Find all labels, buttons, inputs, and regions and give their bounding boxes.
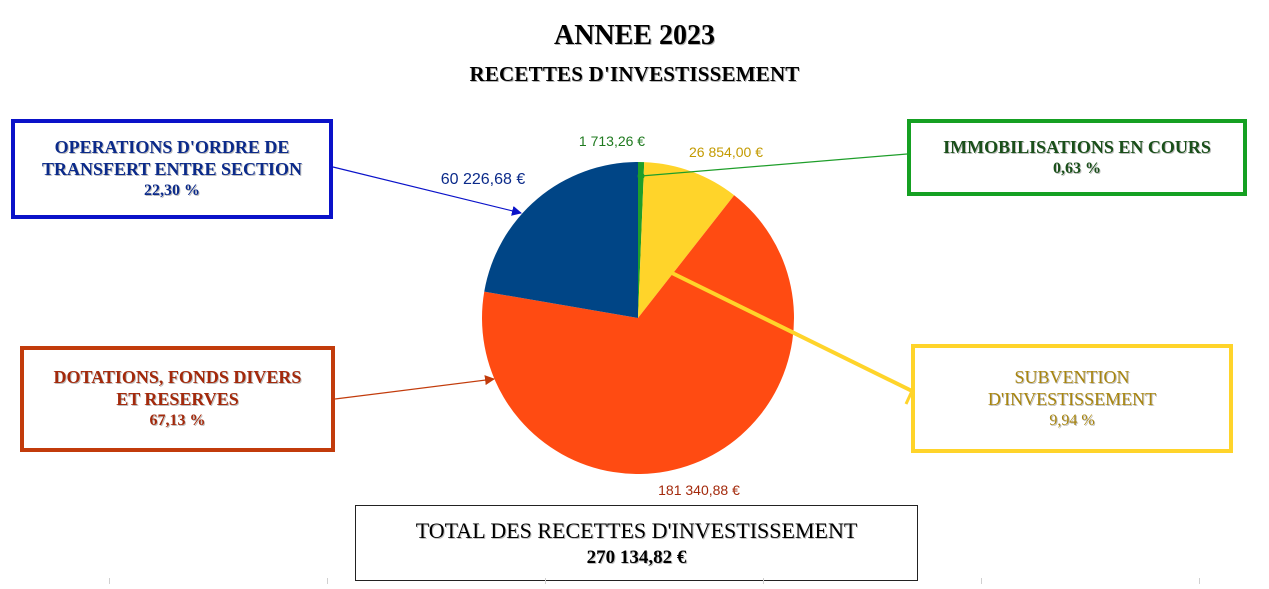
legend-box-dotations: DOTATIONS, FONDS DIVERS ET RESERVES 67,1… <box>20 346 335 452</box>
legend-box-ordre: OPERATIONS D'ORDRE DE TRANSFERT ENTRE SE… <box>11 119 333 219</box>
axis-tick <box>327 578 328 584</box>
leader-line-ordre <box>332 166 522 216</box>
total-value: 270 134,82 € <box>586 546 687 568</box>
pie-slice-ordre <box>484 162 638 318</box>
leader-dot-immo <box>637 172 645 180</box>
legend-label-ordre-line1: OPERATIONS D'ORDRE DE <box>54 137 290 157</box>
leader-line-immo <box>640 153 908 177</box>
leader-line-subvention <box>671 271 913 393</box>
legend-box-subvention: SUBVENTION D'INVESTISSEMENT 9,94 % <box>911 344 1233 453</box>
axis-tick <box>109 578 110 584</box>
data-label-immo: 1 713,26 € <box>579 133 645 149</box>
pie-slice-dotations <box>482 195 795 475</box>
pie-slice-immo <box>638 161 645 318</box>
legend-percent-subvention: 9,94 % <box>1049 411 1095 429</box>
legend-label-immo: IMMOBILISATIONS EN COURS <box>943 136 1211 157</box>
data-label-dotations: 181 340,88 € <box>658 482 740 498</box>
legend-percent-ordre: 22,30 % <box>144 182 200 199</box>
legend-label-subvention-line1: SUBVENTION <box>1014 366 1130 387</box>
leader-line-dotations <box>334 375 495 400</box>
axis-tick <box>763 578 764 584</box>
chart-title: ANNEE 2023 <box>553 20 715 51</box>
legend-box-immo: IMMOBILISATIONS EN COURS 0,63 % <box>907 119 1247 196</box>
data-label-subvention: 26 854,00 € <box>689 144 763 160</box>
pie-slice-subvention <box>638 162 735 318</box>
legend-label-subvention-line2: D'INVESTISSEMENT <box>987 388 1157 409</box>
axis-tick <box>1199 578 1200 584</box>
legend-percent-dotations: 67,13 % <box>149 412 206 429</box>
axis-tick <box>545 578 546 584</box>
axis-tick <box>981 578 982 584</box>
total-label: TOTAL DES RECETTES D'INVESTISSEMENT <box>415 517 858 543</box>
legend-label-dotations-line2: ET RESERVES <box>116 389 239 409</box>
data-label-ordre: 60 226,68 € <box>441 171 526 188</box>
legend-percent-immo: 0,63 % <box>1053 159 1101 177</box>
legend-label-dotations-line1: DOTATIONS, FONDS DIVERS <box>53 367 302 387</box>
legend-label-ordre-line2: TRANSFERT ENTRE SECTION <box>41 159 303 179</box>
chart-subtitle: RECETTES D'INVESTISSEMENT <box>469 62 800 86</box>
total-box: TOTAL DES RECETTES D'INVESTISSEMENT 270 … <box>355 505 918 581</box>
